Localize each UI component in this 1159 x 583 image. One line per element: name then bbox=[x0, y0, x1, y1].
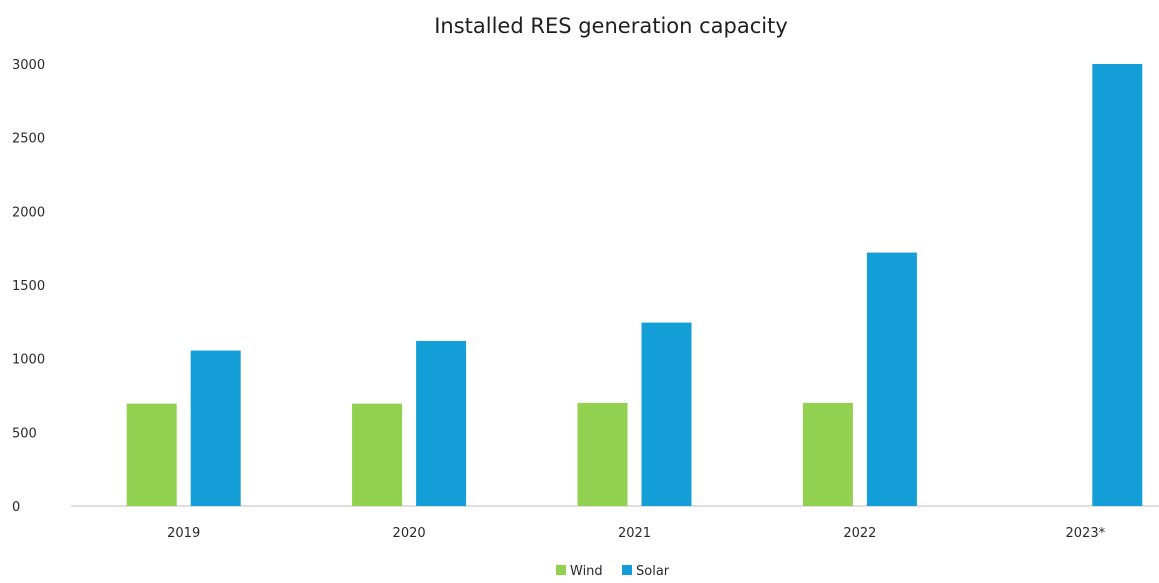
x-tick-label: 2020 bbox=[393, 526, 426, 541]
y-tick-label: 1500 bbox=[12, 279, 45, 294]
bar-wind-2020 bbox=[352, 403, 403, 506]
legend-swatch-wind bbox=[556, 565, 566, 575]
legend: Wind Solar bbox=[556, 564, 670, 579]
x-tick-label: 2019 bbox=[167, 526, 200, 541]
bar-wind-2022 bbox=[802, 402, 853, 506]
bar-solar-2023 bbox=[1092, 64, 1143, 506]
y-tick-label: 2500 bbox=[12, 132, 45, 147]
bar-solar-2022 bbox=[866, 252, 917, 506]
x-tick-label: 2021 bbox=[618, 526, 651, 541]
y-tick-label: 1000 bbox=[12, 353, 45, 368]
y-tick-label: 0 bbox=[12, 500, 20, 515]
legend-label-solar: Solar bbox=[636, 564, 670, 579]
bar-solar-2021 bbox=[641, 322, 692, 506]
x-tick-label: 2022 bbox=[843, 526, 876, 541]
bar-wind-2021 bbox=[577, 402, 628, 506]
bar-solar-2020 bbox=[416, 340, 467, 506]
x-tick-label: 2023* bbox=[1066, 526, 1106, 541]
y-tick-label: 3000 bbox=[12, 58, 45, 73]
legend-label-wind: Wind bbox=[570, 564, 603, 579]
y-tick-label: 500 bbox=[12, 426, 37, 441]
x-axis-ticks: 2019 2020 2021 2022 2023* bbox=[167, 526, 1105, 541]
legend-swatch-solar bbox=[622, 565, 632, 575]
y-axis-ticks: 0 500 1000 1500 2000 2500 3000 bbox=[12, 58, 45, 515]
bar-wind-2019 bbox=[126, 403, 177, 506]
bar-solar-2019 bbox=[190, 350, 241, 506]
chart-title: Installed RES generation capacity bbox=[434, 14, 788, 38]
bars bbox=[126, 64, 1143, 506]
y-tick-label: 2000 bbox=[12, 205, 45, 220]
